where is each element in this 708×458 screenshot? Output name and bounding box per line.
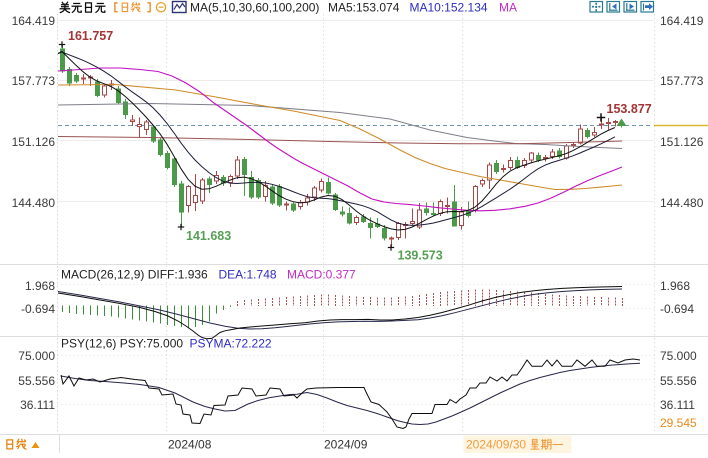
svg-text:-0.694: -0.694 bbox=[21, 302, 55, 316]
svg-text:PSYMA:72.222: PSYMA:72.222 bbox=[190, 337, 272, 351]
svg-text:MA(5,10,30,60,100,200): MA(5,10,30,60,100,200) bbox=[190, 1, 319, 15]
svg-text:PSY(12,6) PSY:75.000: PSY(12,6) PSY:75.000 bbox=[61, 337, 183, 351]
svg-text:MA: MA bbox=[499, 1, 517, 15]
svg-text:-0.694: -0.694 bbox=[660, 302, 694, 316]
svg-text:1.968: 1.968 bbox=[25, 279, 55, 293]
svg-text:1.968: 1.968 bbox=[660, 279, 690, 293]
svg-text:151.126: 151.126 bbox=[660, 135, 704, 149]
svg-text:164.419: 164.419 bbox=[660, 14, 704, 28]
svg-text:29.545: 29.545 bbox=[660, 416, 697, 430]
svg-text:36.111: 36.111 bbox=[660, 398, 695, 412]
svg-text:MA10:152.134: MA10:152.134 bbox=[410, 1, 488, 15]
svg-text:157.773: 157.773 bbox=[12, 74, 56, 88]
svg-text:2024/09/30: 2024/09/30 bbox=[466, 438, 526, 452]
svg-text:MACD(26,12,9) DIFF:1.936: MACD(26,12,9) DIFF:1.936 bbox=[61, 268, 208, 282]
svg-text:DEA:1.748: DEA:1.748 bbox=[219, 268, 277, 282]
svg-text:MACD:0.377: MACD:0.377 bbox=[287, 268, 356, 282]
svg-text:2024/08: 2024/08 bbox=[168, 438, 212, 452]
svg-text:141.683: 141.683 bbox=[186, 229, 231, 243]
svg-text:144.480: 144.480 bbox=[660, 196, 704, 210]
svg-text:153.877: 153.877 bbox=[607, 102, 652, 116]
svg-text:36.111: 36.111 bbox=[20, 398, 55, 412]
svg-text:151.126: 151.126 bbox=[12, 135, 56, 149]
svg-text:MA5:153.074: MA5:153.074 bbox=[328, 1, 400, 15]
svg-text:161.757: 161.757 bbox=[68, 29, 113, 43]
svg-text:75.000: 75.000 bbox=[660, 349, 697, 363]
svg-text:55.556: 55.556 bbox=[18, 374, 55, 388]
svg-text:75.000: 75.000 bbox=[18, 349, 55, 363]
svg-text:2024/09: 2024/09 bbox=[324, 438, 368, 452]
svg-text:139.573: 139.573 bbox=[398, 249, 443, 263]
svg-text:55.556: 55.556 bbox=[660, 374, 697, 388]
svg-text:164.419: 164.419 bbox=[12, 14, 56, 28]
svg-text:157.773: 157.773 bbox=[660, 74, 704, 88]
svg-text:144.480: 144.480 bbox=[12, 196, 56, 210]
